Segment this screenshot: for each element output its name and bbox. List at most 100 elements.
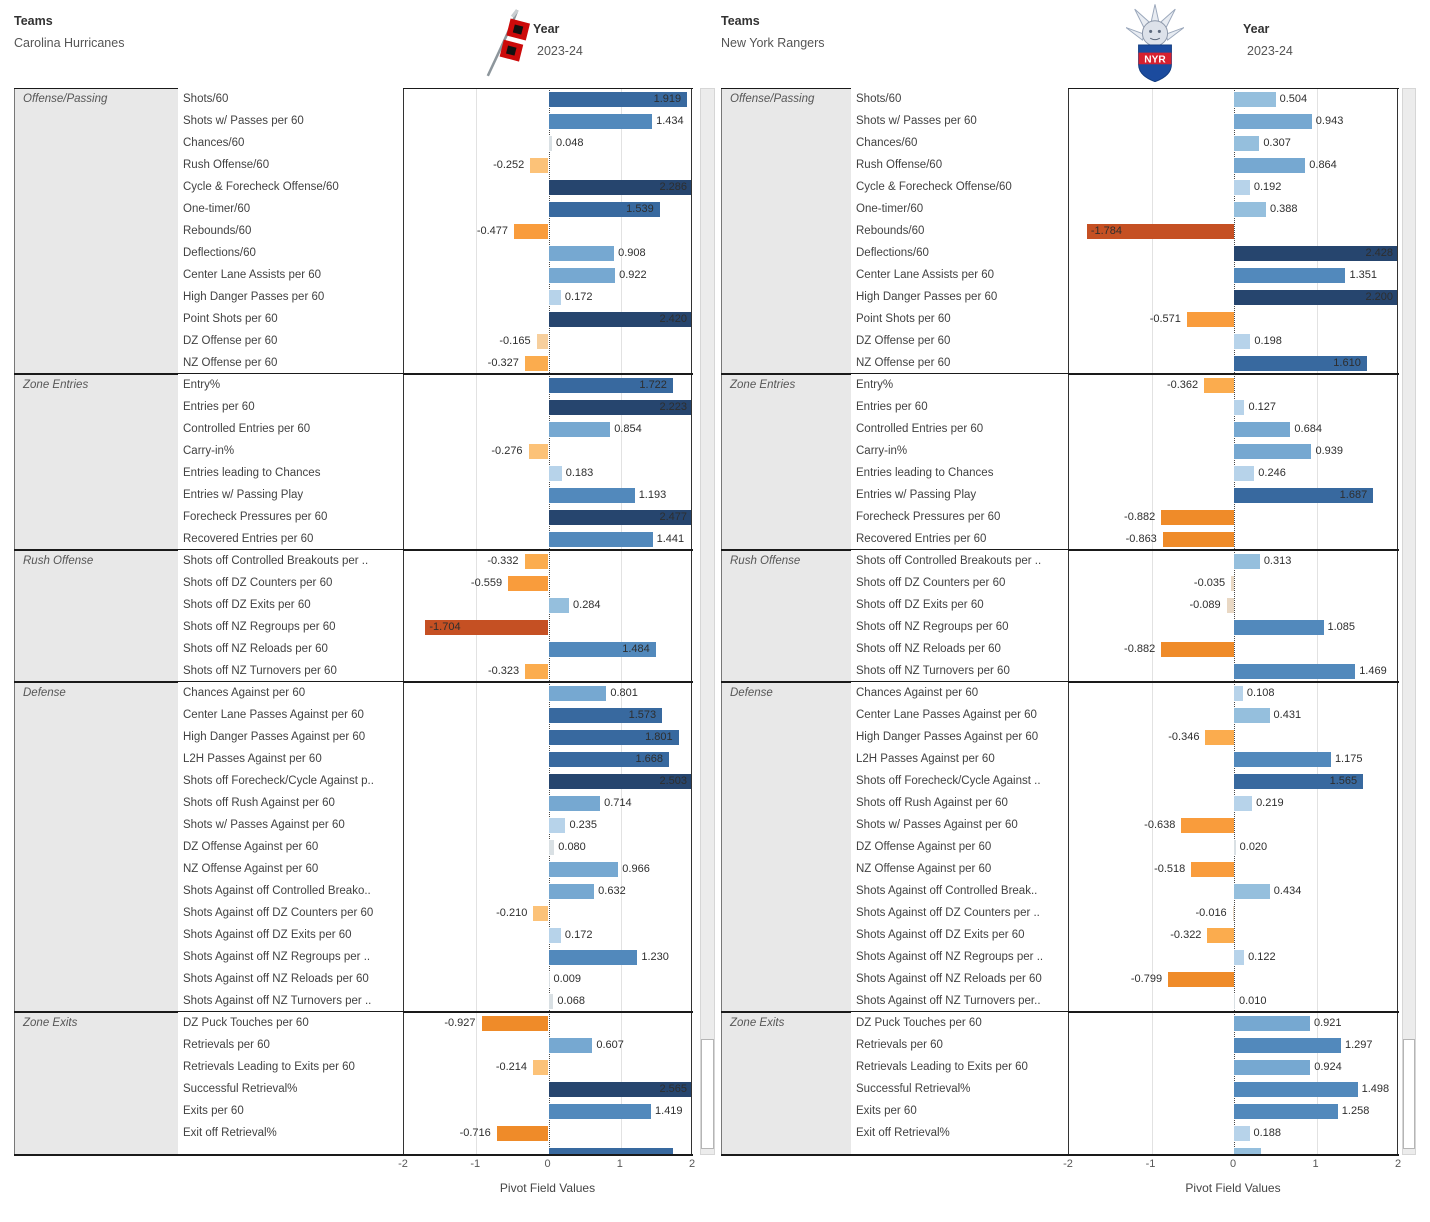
- value-bar[interactable]: [514, 223, 549, 239]
- value-bar[interactable]: [548, 201, 660, 217]
- value-bar[interactable]: [1234, 663, 1356, 679]
- value-bar[interactable]: [548, 91, 688, 107]
- value-bar[interactable]: [481, 1015, 549, 1031]
- value-bar[interactable]: [1205, 729, 1234, 745]
- value-bar[interactable]: [1234, 113, 1312, 129]
- value-bar[interactable]: [1234, 157, 1306, 173]
- value-bar[interactable]: [548, 707, 663, 723]
- value-bar[interactable]: [1234, 751, 1331, 767]
- scrollbar-thumb[interactable]: [1403, 1039, 1415, 1149]
- value-bar[interactable]: [1234, 685, 1243, 701]
- value-bar[interactable]: [1234, 949, 1245, 965]
- value-bar[interactable]: [548, 883, 595, 899]
- value-bar[interactable]: [1234, 1103, 1338, 1119]
- value-bar[interactable]: [548, 795, 601, 811]
- value-bar[interactable]: [1231, 575, 1234, 591]
- value-bar[interactable]: [528, 443, 549, 459]
- value-bar[interactable]: [1234, 1059, 1311, 1075]
- value-bar[interactable]: [1234, 993, 1235, 1009]
- value-bar[interactable]: [1234, 179, 1250, 195]
- value-bar[interactable]: [548, 949, 638, 965]
- value-bar[interactable]: [1234, 135, 1260, 151]
- value-bar[interactable]: [1234, 201, 1266, 217]
- value-bar[interactable]: [1234, 553, 1260, 569]
- value-bar[interactable]: [1234, 1125, 1250, 1141]
- value-bar[interactable]: [1161, 641, 1234, 657]
- value-bar[interactable]: [548, 729, 679, 745]
- value-bar[interactable]: [1234, 1015, 1310, 1031]
- value-bar[interactable]: [525, 663, 549, 679]
- value-bar[interactable]: [1181, 817, 1234, 833]
- value-bar[interactable]: [1234, 619, 1324, 635]
- value-bar[interactable]: [530, 157, 549, 173]
- value-bar[interactable]: [548, 993, 554, 1009]
- value-bar[interactable]: [1234, 355, 1367, 371]
- value-bar[interactable]: [1234, 883, 1270, 899]
- value-bar[interactable]: [496, 1125, 549, 1141]
- value-bar[interactable]: [548, 839, 555, 855]
- value-bar[interactable]: [548, 135, 552, 151]
- value-bar[interactable]: [548, 927, 561, 943]
- value-bar[interactable]: [1234, 1037, 1341, 1053]
- value-bar-clipped[interactable]: [548, 1148, 673, 1155]
- value-bar[interactable]: [1234, 795, 1253, 811]
- value-bar[interactable]: [508, 575, 549, 591]
- value-bar[interactable]: [1234, 707, 1270, 723]
- value-bar[interactable]: [1086, 223, 1234, 239]
- value-bar[interactable]: [1234, 91, 1276, 107]
- value-bar[interactable]: [548, 685, 607, 701]
- value-bar[interactable]: [1234, 465, 1255, 481]
- value-bar[interactable]: [533, 905, 549, 921]
- value-bar[interactable]: [1234, 773, 1364, 789]
- value-bar[interactable]: [533, 1059, 549, 1075]
- value-bar[interactable]: [548, 179, 691, 195]
- value-bar[interactable]: [548, 861, 619, 877]
- value-bar-clipped[interactable]: [1234, 1148, 1262, 1155]
- value-bar[interactable]: [1226, 597, 1234, 613]
- scrollbar-thumb[interactable]: [701, 1039, 714, 1149]
- value-bar[interactable]: [1186, 311, 1234, 327]
- value-bar[interactable]: [1234, 289, 1397, 305]
- value-bar[interactable]: [548, 817, 566, 833]
- value-bar[interactable]: [548, 751, 669, 767]
- value-bar[interactable]: [548, 267, 616, 283]
- value-bar[interactable]: [548, 1037, 593, 1053]
- value-bar[interactable]: [548, 487, 635, 503]
- value-bar[interactable]: [1207, 927, 1234, 943]
- value-bar[interactable]: [1191, 861, 1234, 877]
- value-bar[interactable]: [1232, 905, 1234, 921]
- value-bar[interactable]: [548, 399, 691, 415]
- value-bar[interactable]: [548, 377, 673, 393]
- value-bar[interactable]: [425, 619, 549, 635]
- value-bar[interactable]: [1234, 839, 1236, 855]
- value-bar[interactable]: [548, 465, 562, 481]
- value-bar[interactable]: [548, 245, 615, 261]
- value-bar[interactable]: [1234, 245, 1397, 261]
- value-bar[interactable]: [1234, 399, 1245, 415]
- value-bar[interactable]: [548, 597, 570, 613]
- value-bar[interactable]: [548, 773, 691, 789]
- value-bar[interactable]: [1162, 531, 1234, 547]
- value-bar[interactable]: [1234, 487, 1374, 503]
- value-bar[interactable]: [1234, 1081, 1358, 1097]
- value-bar[interactable]: [548, 1103, 652, 1119]
- value-bar[interactable]: [1234, 267, 1346, 283]
- value-bar[interactable]: [524, 553, 549, 569]
- value-bar[interactable]: [548, 971, 550, 987]
- value-bar[interactable]: [548, 113, 653, 129]
- value-bar[interactable]: [548, 311, 691, 327]
- value-bar[interactable]: [1168, 971, 1234, 987]
- value-bar[interactable]: [1204, 377, 1234, 393]
- value-bar[interactable]: [524, 355, 549, 371]
- value-bar[interactable]: [1234, 333, 1251, 349]
- value-bar[interactable]: [548, 641, 656, 657]
- value-bar[interactable]: [548, 509, 691, 525]
- scrollbar-track[interactable]: [1402, 88, 1416, 1155]
- value-bar[interactable]: [548, 289, 561, 305]
- value-bar[interactable]: [1161, 509, 1234, 525]
- value-bar[interactable]: [548, 1081, 691, 1097]
- value-bar[interactable]: [536, 333, 549, 349]
- value-bar[interactable]: [1234, 421, 1291, 437]
- value-bar[interactable]: [548, 531, 653, 547]
- value-bar[interactable]: [548, 421, 611, 437]
